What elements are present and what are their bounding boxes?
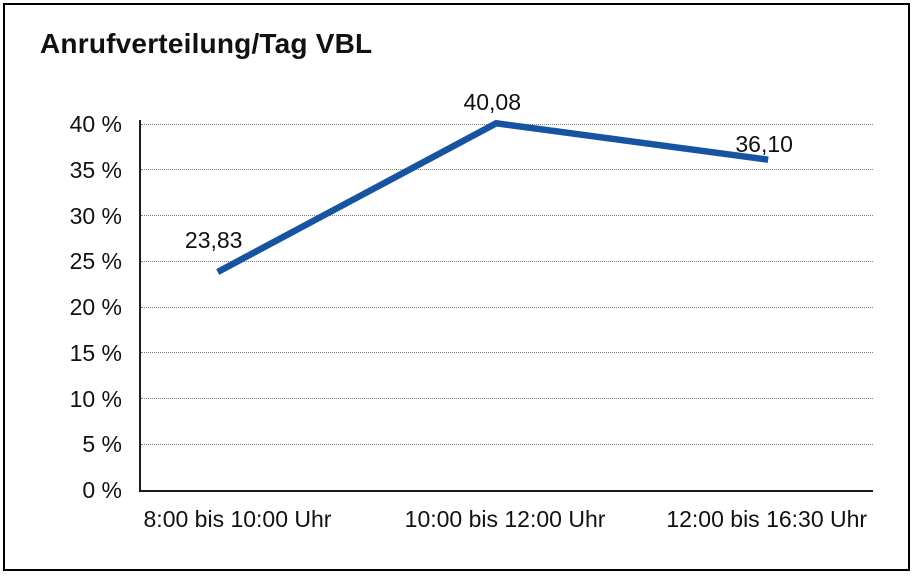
x-tick-label: 10:00 bis 12:00 Uhr: [404, 506, 606, 532]
gridline: [141, 352, 873, 354]
data-point-label: 40,08: [463, 89, 522, 116]
y-tick-label: 40 %: [69, 111, 122, 137]
y-axis: [139, 120, 141, 492]
y-tick-label: 5 %: [82, 431, 122, 458]
data-point-label: 23,83: [184, 226, 243, 253]
x-axis: [139, 490, 873, 492]
gridline: [141, 215, 873, 216]
x-tick-label: 8:00 bis 10:00 Uhr: [143, 506, 332, 532]
y-tick-label: 25 %: [69, 248, 122, 275]
trend-line: [216, 119, 769, 275]
trend-line-path: [216, 119, 769, 275]
y-tick-label: 15 %: [69, 339, 122, 366]
gridline: [141, 443, 873, 445]
x-tick-label: 12:00 bis 16:30 Uhr: [666, 506, 868, 532]
gridline: [141, 260, 873, 262]
chart-title: Anrufverteilung/Tag VBL: [40, 28, 373, 59]
data-point-label: 36,10: [735, 130, 793, 157]
y-tick-label: 10 %: [69, 385, 122, 412]
y-tick-label: 0 %: [82, 477, 122, 503]
y-tick-label: 30 %: [69, 202, 122, 229]
y-tick-label: 20 %: [69, 294, 122, 320]
gridline: [141, 306, 873, 308]
gridline: [141, 169, 873, 171]
y-tick-label: 35 %: [69, 156, 122, 183]
gridline: [141, 398, 873, 399]
